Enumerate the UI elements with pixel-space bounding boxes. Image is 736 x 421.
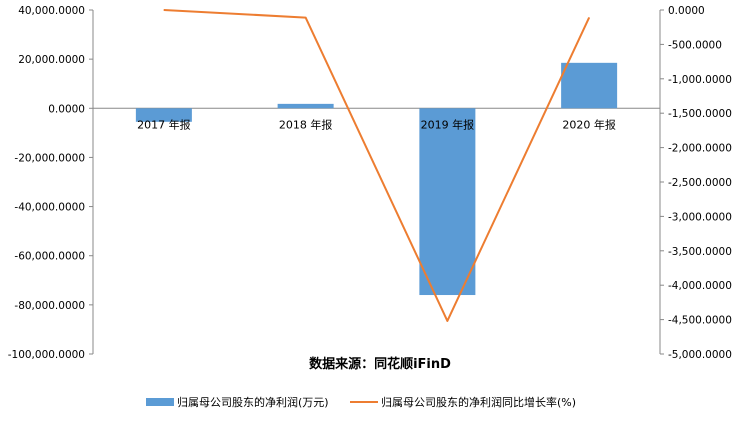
legend: 归属母公司股东的净利润(万元) 归属母公司股东的净利润同比增长率(%)	[146, 395, 576, 409]
right-tick-label: -2,000.0000	[668, 143, 732, 155]
bar-series	[135, 62, 618, 296]
right-y-axis: 0.0000 -500.0000 -1,000.0000 -1,500.0000 -2,…	[659, 5, 732, 361]
right-tick-label: -5,000.0000	[668, 349, 732, 361]
category-label-3: 2020 年报	[562, 117, 616, 131]
left-tick-label: 40,000.0000	[18, 5, 85, 17]
right-tick-label: -4,000.0000	[668, 280, 732, 292]
left-tick-label: -40,000.0000	[14, 202, 85, 214]
category-label-2: 2019 年报	[421, 117, 475, 131]
line-point-0	[163, 9, 165, 11]
bar-2	[419, 108, 476, 296]
category-label-0: 2017 年报	[137, 117, 191, 131]
legend-bar-swatch	[146, 398, 174, 406]
category-label-1: 2018 年报	[279, 117, 333, 131]
right-tick-label: 0.0000	[668, 5, 705, 17]
bar-0	[135, 108, 192, 122]
left-tick-label: 20,000.0000	[18, 54, 85, 66]
right-tick-label: -3,500.0000	[668, 246, 732, 258]
line-series	[163, 9, 591, 322]
bar-3	[561, 62, 618, 109]
left-tick-label: -20,000.0000	[14, 152, 85, 164]
right-tick-label: -1,000.0000	[668, 74, 732, 86]
left-tick-label: -100,000.0000	[8, 349, 85, 361]
left-y-axis: 40,000.0000 20,000.0000 0.0000 -20,000.0000…	[8, 5, 660, 361]
bar-1	[277, 103, 334, 109]
right-tick-label: -2,500.0000	[668, 177, 732, 189]
source-note: 数据来源：同花顺iFinD	[309, 356, 451, 372]
line-point-3	[588, 17, 590, 19]
line-point-2	[446, 320, 448, 322]
left-tick-label: 0.0000	[48, 103, 85, 115]
category-labels: 2017 年报 2018 年报 2019 年报 2020 年报	[137, 117, 616, 131]
left-tick-label: -80,000.0000	[14, 300, 85, 312]
right-tick-label: -4,500.0000	[668, 315, 732, 327]
legend-line-label: 归属母公司股东的净利润同比增长率(%)	[381, 395, 576, 409]
line-point-1	[305, 17, 307, 19]
right-tick-label: -1,500.0000	[668, 108, 732, 120]
growth-rate-line	[163, 9, 591, 322]
left-tick-label: -60,000.0000	[14, 251, 85, 263]
right-tick-label: -500.0000	[668, 39, 722, 51]
legend-bar-label: 归属母公司股东的净利润(万元)	[177, 395, 329, 409]
right-tick-label: -3,000.0000	[668, 211, 732, 223]
